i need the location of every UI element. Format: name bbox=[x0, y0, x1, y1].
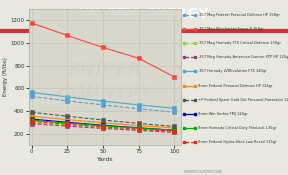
Text: +P Federal Speer Gold Dot Personal Protection 124gr: +P Federal Speer Gold Dot Personal Prote… bbox=[198, 98, 288, 102]
Text: .357 Mag Winchester Super X 158gr: .357 Mag Winchester Super X 158gr bbox=[198, 27, 264, 31]
X-axis label: Yards: Yards bbox=[97, 157, 113, 162]
Text: .357 Mag Federal Personal Defense HP 158gr: .357 Mag Federal Personal Defense HP 158… bbox=[198, 13, 280, 17]
Text: 9mm Hornady Critical Duty FlexLock 135gr: 9mm Hornady Critical Duty FlexLock 135gr bbox=[198, 126, 276, 130]
Text: .357 Mag Hornady FTX Critical Defense 130gr: .357 Mag Hornady FTX Critical Defense 13… bbox=[198, 41, 281, 45]
Text: .357 Hornady LVREvolution FTX 140gr: .357 Hornady LVREvolution FTX 140gr bbox=[198, 69, 267, 73]
Text: SNIPER: SNIPER bbox=[68, 61, 142, 79]
Text: 9mm Federal Hydra-Shok Low Recoil 135gr: 9mm Federal Hydra-Shok Low Recoil 135gr bbox=[198, 140, 276, 144]
Text: 9mm Win Serbia FMJ 124gr: 9mm Win Serbia FMJ 124gr bbox=[198, 112, 247, 116]
Text: SNIPERCOUNTRY.COM: SNIPERCOUNTRY.COM bbox=[184, 170, 223, 174]
Text: KINETIC ENERGY: KINETIC ENERGY bbox=[79, 7, 209, 21]
Text: .357 Mag Hornady American Gunner XTP HP 125gr: .357 Mag Hornady American Gunner XTP HP … bbox=[198, 55, 288, 59]
Y-axis label: Energy (ft/lbs): Energy (ft/lbs) bbox=[3, 58, 8, 96]
Text: COUNTRY: COUNTRY bbox=[57, 84, 153, 102]
Text: 9mm Federal Personal Defense HP 124gr: 9mm Federal Personal Defense HP 124gr bbox=[198, 83, 272, 88]
